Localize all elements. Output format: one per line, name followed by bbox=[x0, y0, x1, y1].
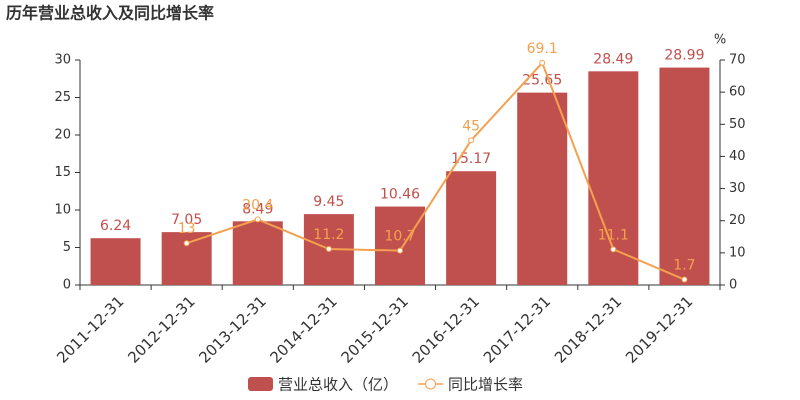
y-tick-label: 5 bbox=[63, 240, 71, 255]
x-tick-label: 2013-12-31 bbox=[195, 292, 269, 366]
y2-axis-label: % bbox=[714, 33, 726, 48]
x-tick-label: 2011-12-31 bbox=[53, 292, 127, 366]
bar bbox=[90, 238, 141, 285]
y-tick-label: 25 bbox=[54, 90, 71, 105]
y2-tick-label: 50 bbox=[729, 117, 746, 132]
line-value-label: 13 bbox=[178, 221, 196, 237]
line-value-label: 1.7 bbox=[673, 258, 695, 274]
y-tick-label: 30 bbox=[54, 53, 71, 68]
bar-value-label: 9.45 bbox=[313, 194, 344, 210]
x-tick-label: 2016-12-31 bbox=[409, 292, 483, 366]
line-value-label: 45 bbox=[462, 118, 480, 134]
y-tick-label: 10 bbox=[54, 203, 71, 218]
chart-title: 历年营业总收入及同比增长率 bbox=[6, 4, 214, 23]
line bbox=[186, 61, 685, 281]
bar-value-label: 28.49 bbox=[593, 51, 633, 67]
bar bbox=[446, 171, 497, 285]
line-point bbox=[610, 246, 617, 253]
x-tick-label: 2019-12-31 bbox=[622, 292, 696, 366]
bar-value-label: 7.05 bbox=[171, 212, 202, 228]
y-tick-label: 20 bbox=[54, 128, 71, 143]
bar-value-label: 28.99 bbox=[664, 48, 704, 64]
line-value-label: 10.7 bbox=[384, 229, 415, 245]
bar bbox=[517, 92, 568, 285]
y2-tick-label: 10 bbox=[729, 245, 746, 260]
line-value-label: 20.4 bbox=[242, 197, 273, 213]
line-point bbox=[681, 276, 688, 283]
y2-tick-label: 30 bbox=[729, 181, 746, 196]
line-point bbox=[539, 59, 546, 66]
bar-value-label: 25.65 bbox=[522, 73, 562, 89]
line-point bbox=[397, 247, 403, 254]
bar-value-label: 6.24 bbox=[100, 218, 131, 234]
legend-marker bbox=[248, 377, 273, 391]
x-tick-label: 2017-12-31 bbox=[480, 292, 554, 366]
y2-tick-label: 40 bbox=[729, 149, 746, 164]
legend-label: 同比增长率 bbox=[448, 376, 523, 394]
line-value-label: 11.1 bbox=[598, 227, 629, 243]
bar-value-label: 8.49 bbox=[242, 201, 273, 217]
bar bbox=[375, 206, 425, 285]
x-tick-label: 2012-12-31 bbox=[124, 292, 198, 366]
bar bbox=[232, 221, 283, 285]
y2-tick-label: 70 bbox=[729, 53, 746, 68]
y2-tick-label: 0 bbox=[729, 278, 737, 293]
bar bbox=[161, 232, 212, 285]
legend-label: 营业总收入（亿） bbox=[278, 376, 398, 394]
x-tick-label: 2014-12-31 bbox=[267, 292, 341, 366]
bar bbox=[588, 71, 639, 285]
y-tick-label: 15 bbox=[54, 165, 71, 180]
x-tick-label: 2015-12-31 bbox=[338, 292, 412, 366]
line-point bbox=[183, 240, 190, 247]
legend-marker bbox=[425, 378, 437, 390]
line-point bbox=[468, 137, 475, 144]
line-value-label: 11.2 bbox=[313, 227, 344, 243]
bar bbox=[659, 67, 710, 285]
x-tick-label: 2018-12-31 bbox=[551, 292, 625, 366]
y2-tick-label: 20 bbox=[729, 213, 746, 228]
bar-value-label: 15.17 bbox=[451, 151, 491, 167]
y-tick-label: 0 bbox=[63, 278, 71, 293]
line-point bbox=[325, 246, 332, 252]
y2-tick-label: 60 bbox=[729, 85, 746, 100]
line-point bbox=[254, 216, 261, 223]
line-value-label: 69.1 bbox=[527, 41, 558, 57]
bar-value-label: 10.46 bbox=[380, 187, 420, 203]
